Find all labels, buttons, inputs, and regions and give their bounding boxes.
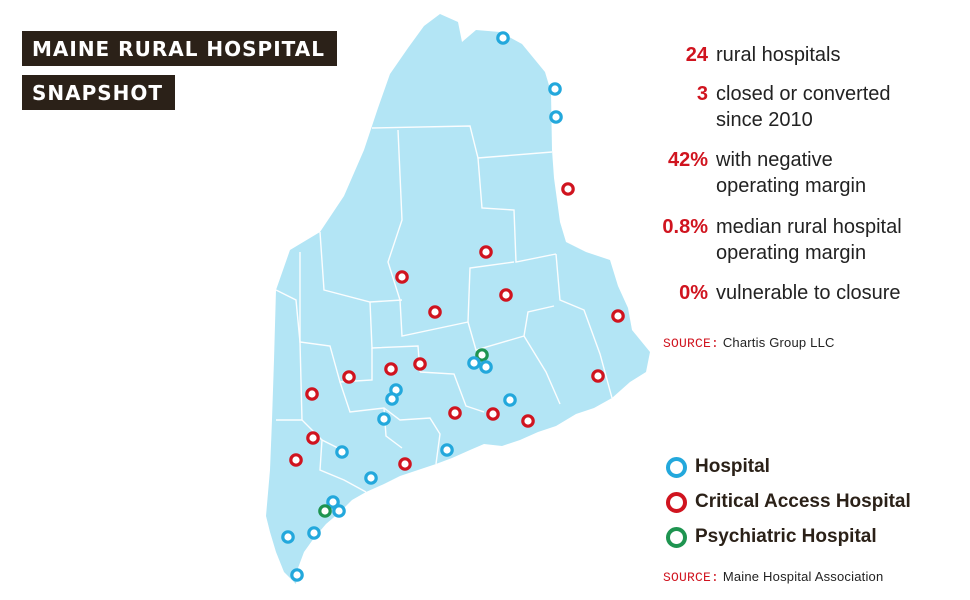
critical-access-marker — [521, 414, 535, 428]
legend-psychiatric: Psychiatric Hospital — [666, 526, 877, 548]
hospital-marker — [479, 360, 493, 374]
critical-access-marker — [611, 309, 625, 323]
legend-label: Critical Access Hospital — [695, 491, 911, 512]
hospital-marker — [385, 392, 399, 406]
hospital-marker — [440, 443, 454, 457]
psychiatric-marker — [318, 504, 332, 518]
hospital-markers — [281, 31, 625, 582]
hospital-marker — [549, 110, 563, 124]
stat-label: median rural hospital operating margin — [716, 216, 902, 264]
critical-access-marker — [398, 457, 412, 471]
critical-access-marker — [384, 362, 398, 376]
critical-access-marker — [305, 387, 319, 401]
stat-vulnerable: 0% vulnerable to closure — [640, 280, 960, 306]
title-line-1: MAINE RURAL HOSPITAL — [22, 31, 337, 66]
legend-label: Hospital — [695, 456, 770, 477]
stat-negative-margin: 42% with negative operating margin — [640, 147, 960, 199]
source-label: SOURCE: — [663, 570, 720, 585]
hospital-marker — [326, 495, 340, 509]
hospital-marker — [307, 526, 321, 540]
critical-access-marker — [591, 369, 605, 383]
critical-access-marker — [499, 288, 513, 302]
hospital-marker — [290, 568, 304, 582]
legend-label: Psychiatric Hospital — [695, 526, 877, 547]
hospital-marker — [503, 393, 517, 407]
hospital-marker — [467, 356, 481, 370]
maine-state-shape — [266, 14, 650, 584]
stat-value: 3 — [696, 83, 708, 105]
psychiatric-marker — [475, 348, 489, 362]
critical-access-marker — [479, 245, 493, 259]
red-ring-icon — [666, 491, 687, 513]
hospital-marker — [281, 530, 295, 544]
hospital-marker — [377, 412, 391, 426]
stat-value: 0% — [679, 282, 708, 304]
stat-label: rural hospitals — [716, 44, 841, 66]
source-bottom: SOURCE: Maine Hospital Association — [663, 569, 883, 585]
source-text: Chartis Group LLC — [722, 335, 835, 350]
blue-ring-icon — [666, 456, 687, 478]
hospital-marker — [548, 82, 562, 96]
hospital-marker — [332, 504, 346, 518]
source-top: SOURCE: Chartis Group LLC — [663, 335, 835, 351]
stat-label: vulnerable to closure — [716, 282, 901, 304]
county-borders — [275, 125, 613, 493]
legend-hospital: Hospital — [666, 456, 770, 478]
critical-access-marker — [395, 270, 409, 284]
green-ring-icon — [666, 526, 687, 548]
critical-access-marker — [342, 370, 356, 384]
critical-access-marker — [561, 182, 575, 196]
source-text: Maine Hospital Association — [722, 569, 884, 584]
critical-access-marker — [486, 407, 500, 421]
stat-label: with negative operating margin — [716, 149, 867, 197]
hospital-marker — [496, 31, 510, 45]
stat-value: 42% — [667, 149, 708, 171]
stat-rural-hospitals: 24 rural hospitals — [640, 42, 960, 68]
stat-label: closed or converted since 2010 — [716, 83, 891, 131]
critical-access-marker — [413, 357, 427, 371]
source-label: SOURCE: — [663, 336, 720, 351]
stat-value: 0.8% — [662, 216, 708, 238]
critical-access-marker — [448, 406, 462, 420]
hospital-marker — [335, 445, 349, 459]
critical-access-marker — [289, 453, 303, 467]
legend-critical-access: Critical Access Hospital — [666, 491, 911, 513]
hospital-marker — [364, 471, 378, 485]
critical-access-marker — [428, 305, 442, 319]
title-line-2: SNAPSHOT — [22, 75, 176, 110]
critical-access-marker — [306, 431, 320, 445]
stat-closed-converted: 3 closed or converted since 2010 — [640, 81, 960, 133]
stat-value: 24 — [685, 44, 708, 66]
stat-median-margin: 0.8% median rural hospital operating mar… — [640, 214, 960, 266]
